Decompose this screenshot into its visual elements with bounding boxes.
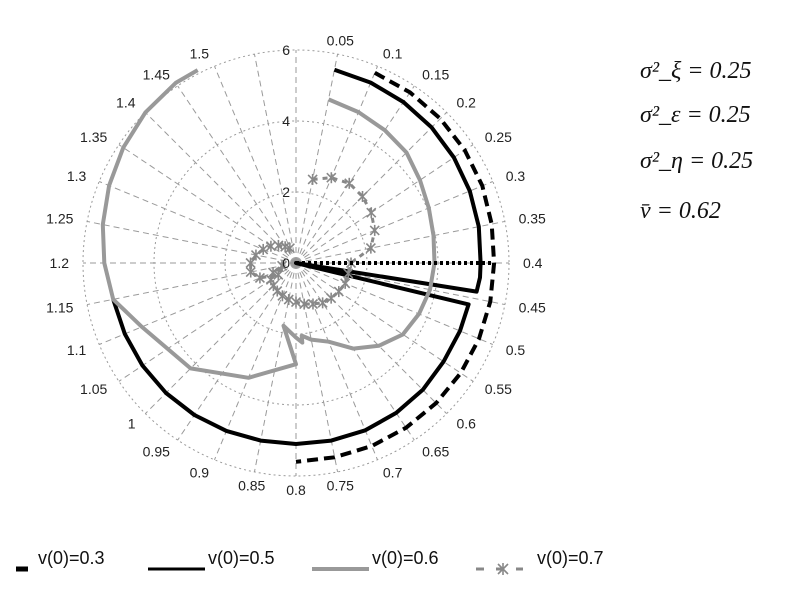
series-marker (299, 298, 310, 310)
angular-tick-label: 0.35 (519, 211, 546, 227)
series-marker (265, 274, 276, 286)
legend-swatches (16, 563, 523, 575)
series-marker (307, 298, 319, 310)
angular-tick-label: 1.5 (190, 45, 210, 61)
grid-spoke (86, 220, 297, 264)
grid-spoke (118, 144, 297, 264)
series-marker (343, 267, 354, 279)
angular-tick-label: 1.4 (116, 95, 136, 111)
grid-spoke (118, 262, 297, 382)
grid-spoke (295, 262, 378, 460)
series-marker (290, 296, 302, 308)
grid-spoke (295, 85, 415, 264)
param-sigma-eta: σ²_η = 0.25 (640, 148, 754, 174)
angular-tick-label: 1.3 (67, 168, 87, 184)
series-marker (326, 292, 337, 304)
grid-spoke (145, 112, 297, 264)
angular-tick-label: 0.75 (327, 478, 354, 494)
grid-spoke (295, 262, 474, 382)
series-marker (254, 272, 265, 284)
angular-tick-label: 0.5 (506, 342, 526, 358)
angular-tick-label: 0.65 (422, 444, 449, 460)
series-marker (366, 207, 377, 219)
angular-tick-label: 0.85 (238, 478, 265, 494)
radial-tick-label: 2 (282, 184, 290, 200)
series-marker (333, 286, 344, 298)
angular-tick-label: 0.3 (506, 168, 526, 184)
angular-tick-label: 1 (128, 416, 136, 432)
angular-tick-label: 1.35 (80, 129, 107, 145)
grid-spoke (295, 262, 339, 473)
series-line-3 (100, 68, 437, 380)
angular-tick-label: 0.05 (327, 32, 354, 48)
angular-tick-label: 1.2 (50, 255, 70, 271)
legend-label-2: v(0)=0.5 (208, 548, 275, 568)
angular-tick-label: 0.6 (457, 416, 477, 432)
angular-tick-label: 0.9 (190, 465, 210, 481)
series-marker (369, 224, 380, 236)
grid-spoke (214, 66, 297, 264)
grid-spoke (295, 144, 474, 264)
series-marker (267, 267, 279, 279)
grid-spoke (295, 262, 447, 414)
series-marker (307, 173, 318, 185)
series-marker (245, 257, 256, 269)
angular-tick-label: 1.1 (67, 342, 87, 358)
series-layer (100, 67, 497, 464)
angular-tick-label: 0.25 (485, 129, 512, 145)
series-marker (357, 190, 368, 202)
series-marker (273, 269, 284, 281)
series-marker (250, 249, 262, 261)
series-marker (258, 243, 269, 255)
angular-tick-label: 0.45 (519, 299, 546, 315)
radial-tick-label: 0 (282, 255, 290, 271)
grid-spoke (295, 181, 493, 264)
legend-label-1: v(0)=0.3 (38, 548, 105, 568)
radial-tick-label: 4 (282, 113, 290, 129)
angular-tick-label: 1.25 (46, 211, 73, 227)
series-marker (344, 177, 355, 189)
param-sigma-epsilon: σ²_ε = 0.25 (640, 102, 751, 128)
angular-tick-label: 0.2 (457, 95, 477, 111)
grid-spoke (86, 262, 297, 306)
grid-spoke (295, 53, 339, 264)
series-marker (317, 297, 328, 309)
series-marker (284, 242, 295, 254)
angular-tick-label: 0.7 (383, 465, 403, 481)
grid-spoke (253, 53, 297, 264)
grid-spoke (295, 112, 447, 264)
radial-tick-label: 6 (282, 42, 290, 58)
legend-label-4: v(0)=0.7 (537, 548, 604, 568)
legend-marker (497, 563, 509, 575)
angular-tick-label: 0.95 (143, 444, 170, 460)
legend-label-3: v(0)=0.6 (372, 548, 439, 568)
grid-spoke (295, 66, 378, 264)
angular-tick-label: 1.05 (80, 381, 107, 397)
angular-tick-label: 1.45 (143, 66, 170, 82)
series-line-4 (249, 176, 377, 306)
series-marker (283, 294, 294, 306)
grid-spoke (177, 85, 297, 264)
series-marker (277, 260, 288, 272)
param-v-bar: v̄ = 0.62 (640, 198, 721, 224)
series-marker (326, 172, 337, 184)
angular-tick-label: 1.15 (46, 299, 73, 315)
series-line-2 (111, 67, 483, 446)
grid-spoke (295, 220, 506, 264)
series-marker (340, 277, 351, 289)
series-marker (272, 285, 283, 297)
angular-tick-label: 0.1 (383, 45, 403, 61)
angular-tick-label: 0.55 (485, 381, 512, 397)
angular-tick-label: 0.15 (422, 66, 449, 82)
param-sigma-xi: σ²_ξ = 0.25 (640, 58, 752, 84)
angular-tick-label: 0.8 (286, 482, 306, 498)
series-line-1 (295, 71, 497, 464)
grid-spoke (295, 262, 415, 441)
angular-tick-label: 0.4 (523, 255, 543, 271)
grid-spoke (295, 262, 493, 345)
tick-labels: 0.05 0.1 0.15 0.2 0.25 0.3 0.35 0.4 0.45 0.5 0.55 0… (46, 32, 546, 498)
series-marker (365, 242, 376, 254)
